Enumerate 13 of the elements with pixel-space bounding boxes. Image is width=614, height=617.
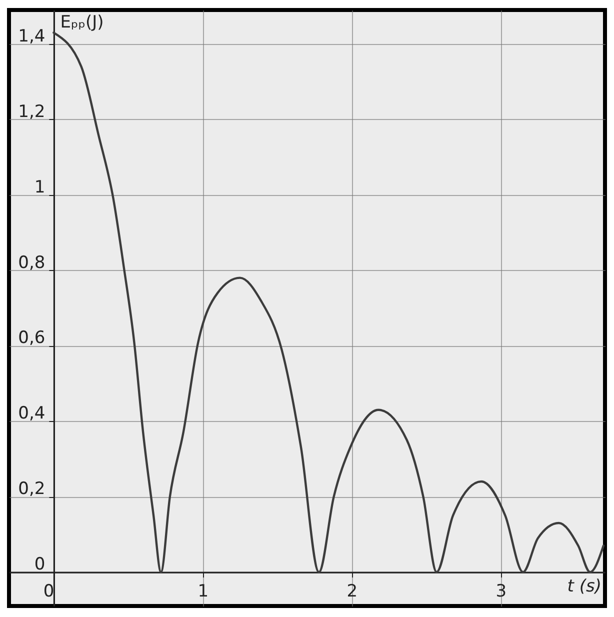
y-tick-label: 0,8 bbox=[18, 252, 46, 273]
y-tick-label: 0,2 bbox=[18, 479, 46, 500]
y-tick-label: 1,2 bbox=[18, 102, 46, 122]
y-tick-label: 0,6 bbox=[18, 328, 46, 348]
y-tick-label: 1,4 bbox=[18, 26, 46, 46]
x-tick-label: 2 bbox=[346, 582, 358, 602]
x-tick-label: 3 bbox=[496, 582, 507, 602]
x-axis-title: t (s) bbox=[567, 576, 602, 597]
y-tick-label: 0 bbox=[34, 554, 46, 575]
y-axis-title: Eₚₚ(J) bbox=[60, 12, 104, 32]
y-tick-label: 1 bbox=[34, 177, 46, 198]
x-tick-label: 1 bbox=[198, 582, 209, 602]
y-tick-label: 0,4 bbox=[18, 404, 46, 424]
